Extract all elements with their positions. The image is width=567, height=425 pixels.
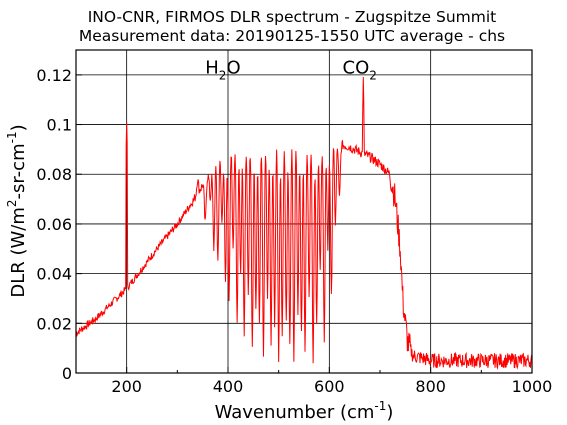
molecule-annotations: H2O CO2 [205, 58, 377, 83]
y-tick-label: 0.02 [36, 314, 72, 333]
chart-title-line-2: Measurement data: 20190125-1550 UTC aver… [79, 27, 505, 45]
y-tick-label: 0.06 [36, 215, 72, 234]
x-axis-label: Wavenumber (cm-1) [215, 399, 394, 423]
y-tick-label: 0.08 [36, 165, 72, 184]
x-tick-labels: 200 400 600 800 1000 [111, 377, 552, 396]
chart-title-line-1: INO-CNR, FIRMOS DLR spectrum - Zugspitze… [88, 8, 497, 26]
y-tick-label: 0 [62, 364, 72, 383]
x-tick-label: 800 [415, 377, 446, 396]
y-tick-label: 0.1 [47, 116, 72, 135]
spectrum-series [75, 76, 533, 370]
y-tick-label: 0.04 [36, 265, 72, 284]
molecule-label: CO2 [343, 58, 377, 83]
x-tick-label: 1000 [512, 377, 553, 396]
x-tick-label: 600 [314, 377, 345, 396]
x-tick-label: 400 [213, 377, 244, 396]
y-tick-labels: 0 0.02 0.04 0.06 0.08 0.1 0.12 [36, 66, 72, 383]
y-tick-label: 0.12 [36, 66, 72, 85]
axis-ticks [76, 74, 533, 374]
molecule-label: H2O [205, 58, 240, 83]
x-tick-label: 200 [111, 377, 142, 396]
plot-area-frame [75, 49, 533, 374]
dlr-spectrum-line [75, 76, 533, 370]
y-axis-label: DLR (W/m2-sr-cm-1) [5, 124, 29, 297]
